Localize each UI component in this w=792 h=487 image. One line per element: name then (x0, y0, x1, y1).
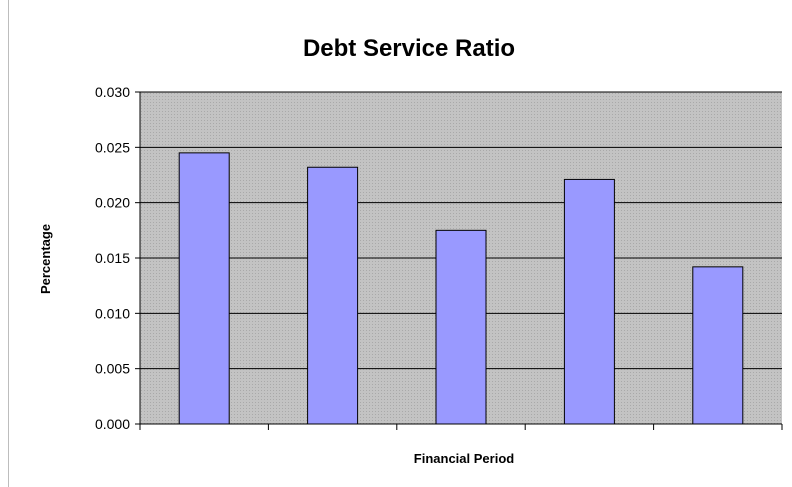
bar (563, 178, 615, 425)
bar (692, 266, 744, 425)
y-tick-label: 0.030 (95, 84, 130, 100)
y-tick-label: 0.020 (95, 195, 130, 211)
axes (135, 91, 783, 430)
chart-title: Debt Service Ratio (303, 35, 515, 62)
y-tick-label: 0.010 (95, 305, 130, 321)
bar (307, 166, 359, 425)
bar (435, 229, 487, 425)
y-tick-label: 0.000 (95, 416, 130, 432)
bars (178, 152, 744, 425)
y-tick-label: 0.025 (95, 139, 130, 155)
frame-edge (8, 0, 9, 487)
y-tick-label: 0.015 (95, 250, 130, 266)
bar (178, 152, 230, 425)
y-axis-title: Percentage (38, 224, 53, 294)
y-tick-label: 0.005 (95, 361, 130, 377)
x-axis-title: Financial Period (414, 451, 514, 466)
y-tick-labels: 0.000 0.005 0.010 0.015 0.020 0.025 0.030 (95, 84, 130, 432)
